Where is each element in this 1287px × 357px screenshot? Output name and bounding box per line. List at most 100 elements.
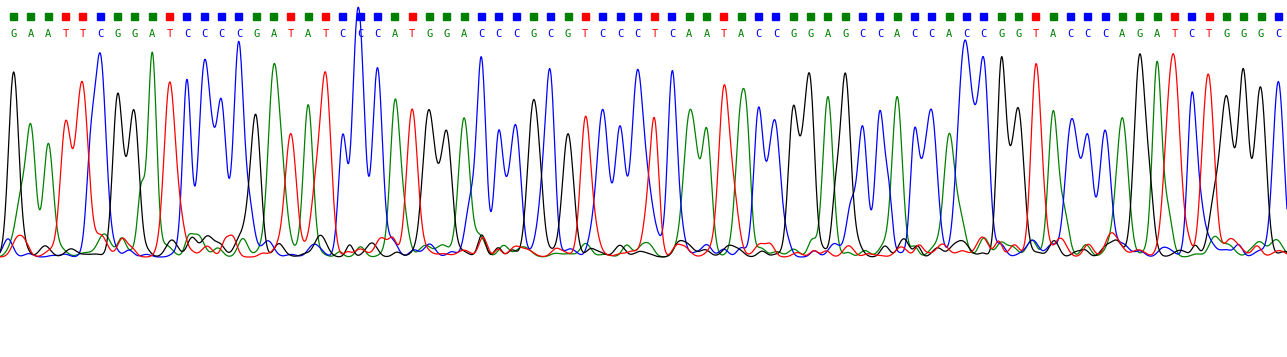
Text: A: A: [45, 29, 51, 39]
Text: C: C: [772, 29, 779, 39]
Text: C: C: [964, 29, 969, 39]
Bar: [461, 12, 467, 20]
Bar: [1032, 12, 1040, 20]
Text: A: A: [825, 29, 831, 39]
Text: A: A: [1050, 29, 1057, 39]
Text: C: C: [669, 29, 676, 39]
Text: G: G: [131, 29, 138, 39]
Bar: [115, 12, 121, 20]
Text: A: A: [739, 29, 744, 39]
Bar: [270, 12, 277, 20]
Text: C: C: [375, 29, 381, 39]
Bar: [616, 12, 623, 20]
Text: G: G: [1136, 29, 1143, 39]
Bar: [703, 12, 710, 20]
Text: C: C: [219, 29, 225, 39]
Bar: [911, 12, 918, 20]
Text: C: C: [860, 29, 866, 39]
Bar: [668, 12, 676, 20]
Bar: [62, 12, 69, 20]
Text: C: C: [97, 29, 103, 39]
Bar: [686, 12, 692, 20]
Text: A: A: [946, 29, 952, 39]
Bar: [547, 12, 555, 20]
Bar: [236, 12, 242, 20]
Text: G: G: [1223, 29, 1229, 39]
Text: C: C: [981, 29, 987, 39]
Text: C: C: [514, 29, 519, 39]
Text: C: C: [356, 29, 363, 39]
Text: A: A: [1120, 29, 1126, 39]
Bar: [755, 12, 762, 20]
Text: T: T: [1032, 29, 1039, 39]
Text: A: A: [1154, 29, 1160, 39]
Text: G: G: [10, 29, 17, 39]
Text: A: A: [391, 29, 398, 39]
Bar: [565, 12, 571, 20]
Bar: [97, 12, 104, 20]
Bar: [858, 12, 866, 20]
Bar: [218, 12, 225, 20]
Bar: [391, 12, 398, 20]
Text: C: C: [340, 29, 346, 39]
Text: G: G: [997, 29, 1004, 39]
Bar: [1015, 12, 1022, 20]
Bar: [252, 12, 260, 20]
Bar: [45, 12, 51, 20]
Bar: [737, 12, 745, 20]
Bar: [149, 12, 156, 20]
Text: C: C: [876, 29, 883, 39]
Bar: [1153, 12, 1161, 20]
Text: A: A: [686, 29, 692, 39]
Bar: [131, 12, 139, 20]
Text: G: G: [842, 29, 848, 39]
Text: C: C: [600, 29, 606, 39]
Bar: [946, 12, 952, 20]
Bar: [1188, 12, 1196, 20]
Text: C: C: [1067, 29, 1073, 39]
Text: C: C: [1085, 29, 1091, 39]
Bar: [651, 12, 658, 20]
Text: T: T: [582, 29, 588, 39]
Bar: [825, 12, 831, 20]
Bar: [443, 12, 450, 20]
Bar: [928, 12, 936, 20]
Text: C: C: [547, 29, 553, 39]
Text: G: G: [444, 29, 450, 39]
Bar: [772, 12, 780, 20]
Text: C: C: [479, 29, 484, 39]
Text: C: C: [634, 29, 641, 39]
Bar: [375, 12, 381, 20]
Bar: [1223, 12, 1230, 20]
Bar: [1257, 12, 1265, 20]
Bar: [10, 12, 17, 20]
Bar: [1275, 12, 1282, 20]
Bar: [633, 12, 641, 20]
Bar: [80, 12, 86, 20]
Text: C: C: [184, 29, 190, 39]
Text: A: A: [149, 29, 156, 39]
Text: T: T: [651, 29, 658, 39]
Text: T: T: [322, 29, 328, 39]
Bar: [600, 12, 606, 20]
Text: G: G: [1241, 29, 1247, 39]
Text: G: G: [807, 29, 813, 39]
Text: A: A: [305, 29, 311, 39]
Bar: [495, 12, 502, 20]
Text: A: A: [704, 29, 709, 39]
Text: T: T: [288, 29, 293, 39]
Text: C: C: [1102, 29, 1108, 39]
Text: A: A: [894, 29, 901, 39]
Text: C: C: [616, 29, 623, 39]
Text: A: A: [461, 29, 467, 39]
Text: C: C: [755, 29, 762, 39]
Text: T: T: [80, 29, 86, 39]
Bar: [340, 12, 346, 20]
Bar: [287, 12, 295, 20]
Bar: [721, 12, 727, 20]
Bar: [184, 12, 190, 20]
Text: A: A: [28, 29, 35, 39]
Text: C: C: [1189, 29, 1194, 39]
Bar: [166, 12, 172, 20]
Bar: [512, 12, 520, 20]
